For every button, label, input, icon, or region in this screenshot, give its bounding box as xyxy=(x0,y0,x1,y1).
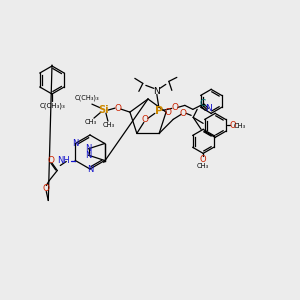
Text: CH₃: CH₃ xyxy=(103,122,115,128)
Text: N: N xyxy=(87,164,93,173)
Text: O: O xyxy=(114,103,122,112)
Text: O: O xyxy=(48,156,55,165)
Text: O: O xyxy=(141,115,148,124)
Text: C(CH₃)₃: C(CH₃)₃ xyxy=(39,103,65,109)
Text: N: N xyxy=(72,139,79,148)
Text: O: O xyxy=(171,103,178,112)
Text: CH₃: CH₃ xyxy=(197,164,209,169)
Text: N: N xyxy=(154,87,160,96)
Text: N: N xyxy=(85,151,92,160)
Text: Si: Si xyxy=(99,105,109,115)
Text: N: N xyxy=(85,144,92,153)
Text: CH₃: CH₃ xyxy=(85,119,97,125)
Text: C: C xyxy=(200,99,206,108)
Text: P: P xyxy=(155,106,163,116)
Text: O: O xyxy=(230,121,236,130)
Text: O: O xyxy=(165,108,172,117)
Text: O: O xyxy=(43,184,50,193)
Text: NH: NH xyxy=(58,156,70,165)
Text: O: O xyxy=(180,109,187,118)
Text: C(CH₃)₃: C(CH₃)₃ xyxy=(75,95,99,101)
Text: N: N xyxy=(206,104,212,113)
Text: CH₃: CH₃ xyxy=(234,123,246,129)
Text: O: O xyxy=(200,155,206,164)
